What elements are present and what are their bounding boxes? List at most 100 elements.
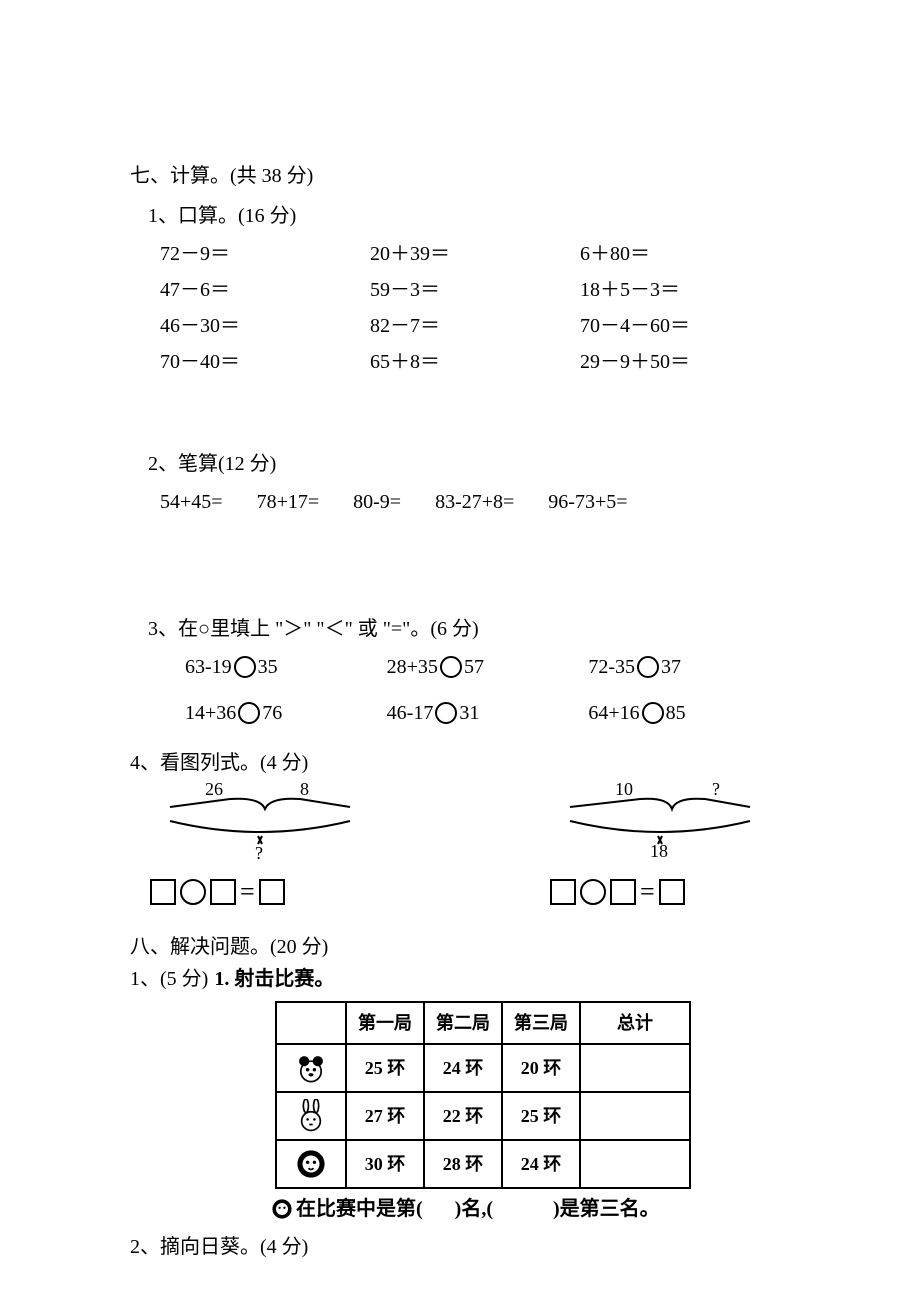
mental-item: 29－9＋50＝ [580, 346, 790, 378]
table-cell: 25 环 [502, 1092, 580, 1140]
svg-text:?: ? [255, 843, 263, 859]
mental-item: 70－40＝ [160, 346, 370, 378]
mental-item: 70－4－60＝ [580, 310, 790, 342]
compare-left: 14+36 [185, 697, 236, 729]
table-cell: 22 环 [424, 1092, 502, 1140]
mental-item: 20＋39＝ [370, 238, 580, 270]
written-row: 54+45= 78+17= 80-9= 83-27+8= 96-73+5= [160, 486, 790, 518]
table-cell: 25 环 [346, 1044, 424, 1092]
circle-blank-icon [238, 702, 260, 724]
written-item: 54+45= [160, 486, 223, 518]
mental-item: 82－7＝ [370, 310, 580, 342]
table-cell [580, 1092, 690, 1140]
svg-text:8: 8 [300, 779, 309, 799]
svg-text:10: 10 [615, 779, 633, 799]
mental-item: 72－9＝ [160, 238, 370, 270]
sec7-p4-title: 4、看图列式。(4 分) [130, 747, 790, 779]
written-item: 96-73+5= [548, 486, 627, 518]
written-item: 83-27+8= [435, 486, 514, 518]
mental-item: 18＋5－3＝ [580, 274, 790, 306]
written-item: 80-9= [353, 486, 401, 518]
q1-bold: 1. 射击比赛。 [214, 963, 334, 995]
square-blank-icon [550, 879, 576, 905]
square-blank-icon [150, 879, 176, 905]
compare-item: 28+35 57 [387, 651, 589, 683]
mental-item: 65＋8＝ [370, 346, 580, 378]
svg-text:26: 26 [205, 779, 223, 799]
circle-blank-icon [180, 879, 206, 905]
q1-conclusion: 在比赛中是第( )名,( )是第三名。 [270, 1193, 790, 1225]
table-cell: 28 环 [424, 1140, 502, 1188]
compare-item: 46-1731 [387, 697, 589, 729]
table-header: 第二局 [424, 1002, 502, 1045]
table-row: 25 环 24 环 20 环 [276, 1044, 690, 1092]
compare-left: 72-35 [588, 651, 635, 683]
q1-prefix: 1、(5 分) [130, 963, 208, 995]
animal-icon-cell [276, 1092, 346, 1140]
equation-blank: = [150, 871, 370, 913]
compare-item: 63-19 35 [185, 651, 387, 683]
circle-blank-icon [580, 879, 606, 905]
diagram-2: 10 ? 18 = [550, 779, 770, 913]
q1-heading: 1、(5 分) 1. 射击比赛。 [130, 963, 790, 995]
compare-right: 57 [464, 651, 484, 683]
table-cell: 30 环 [346, 1140, 424, 1188]
lion-icon [270, 1197, 294, 1221]
animal-icon-cell [276, 1140, 346, 1188]
section8-title: 八、解决问题。(20 分) [130, 931, 790, 963]
compare-right: 37 [661, 651, 681, 683]
mental-item: 59－3＝ [370, 274, 580, 306]
bear-icon [294, 1051, 328, 1085]
equals-text: = [240, 871, 255, 913]
compare-left: 63-19 [185, 651, 232, 683]
circle-blank-icon [642, 702, 664, 724]
mental-item: 47－6＝ [160, 274, 370, 306]
mental-math-grid: 72－9＝ 20＋39＝ 6＋80＝ 47－6＝ 59－3＝ 18＋5－3＝ 4… [160, 238, 790, 378]
table-row: 30 环 28 环 24 环 [276, 1140, 690, 1188]
table-header-row: 第一局 第二局 第三局 总计 [276, 1002, 690, 1045]
table-header: 第一局 [346, 1002, 424, 1045]
circle-blank-icon [234, 656, 256, 678]
lion-icon [294, 1147, 328, 1181]
blank [495, 1193, 551, 1225]
equals-text: = [640, 871, 655, 913]
compare-grid: 63-1935 28+3557 72-3537 14+3676 46-1731 … [185, 651, 790, 729]
compare-right: 35 [258, 651, 278, 683]
table-cell: 24 环 [424, 1044, 502, 1092]
compare-item: 14+3676 [185, 697, 387, 729]
score-table: 第一局 第二局 第三局 总计 25 环 24 环 20 环 27 环 22 环 … [275, 1001, 691, 1190]
animal-icon-cell [276, 1044, 346, 1092]
svg-text:?: ? [712, 779, 720, 799]
square-blank-icon [610, 879, 636, 905]
table-cell [580, 1140, 690, 1188]
blank [425, 1193, 453, 1225]
square-blank-icon [659, 879, 685, 905]
diagram-1: 26 8 ? = [150, 779, 370, 913]
table-cell: 20 环 [502, 1044, 580, 1092]
compare-right: 85 [666, 697, 686, 729]
diagram-row: 26 8 ? = 10 ? 18 [150, 779, 790, 913]
rabbit-icon [294, 1099, 328, 1133]
sec7-p1-title: 1、口算。(16 分) [148, 200, 790, 232]
compare-left: 28+35 [387, 651, 438, 683]
sec7-p2-title: 2、笔算(12 分) [148, 448, 790, 480]
square-blank-icon [210, 879, 236, 905]
mental-item: 46－30＝ [160, 310, 370, 342]
section7-title: 七、计算。(共 38 分) [130, 160, 790, 192]
circle-blank-icon [440, 656, 462, 678]
table-cell: 27 环 [346, 1092, 424, 1140]
compare-item: 72-35 37 [588, 651, 790, 683]
conclusion-text: )是第三名。 [553, 1193, 660, 1225]
svg-text:18: 18 [650, 841, 668, 859]
compare-left: 46-17 [387, 697, 434, 729]
table-header [276, 1002, 346, 1045]
table-cell: 24 环 [502, 1140, 580, 1188]
square-blank-icon [259, 879, 285, 905]
q2-title: 2、摘向日葵。(4 分) [130, 1231, 790, 1263]
written-item: 78+17= [257, 486, 320, 518]
brace-diagram-icon: 10 ? 18 [550, 779, 770, 859]
conclusion-text: )名,( [455, 1193, 493, 1225]
brace-diagram-icon: 26 8 ? [150, 779, 370, 859]
compare-item: 64+16 85 [588, 697, 790, 729]
compare-left: 64+16 [588, 697, 639, 729]
